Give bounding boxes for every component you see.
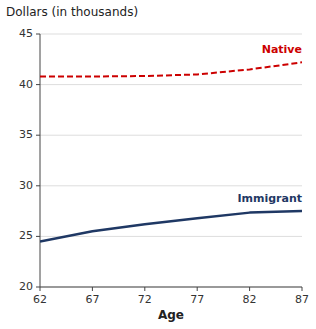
series-label: Immigrant [237,192,302,205]
x-axis-label: Age [158,308,184,322]
y-axis-line [40,34,41,287]
grid-line [40,84,302,85]
x-tick [144,287,145,291]
series-label: Native [262,43,302,56]
x-tick-label: 82 [243,293,257,306]
x-tick [302,287,303,291]
y-tick [36,84,40,85]
y-tick [36,135,40,136]
chart: 20 25 30 35 40 45 62 67 72 77 82 87 Native Immigrant A… [0,0,316,329]
x-tick [40,287,41,291]
y-tick [36,287,40,288]
series-group [40,62,302,241]
x-axis-line [40,287,302,288]
y-tick [36,236,40,237]
series-line [40,62,302,76]
y-tick-label: 35 [19,128,33,141]
y-tick-label: 40 [19,78,33,91]
y-tick-label: 45 [19,27,33,40]
y-tick [36,185,40,186]
grid-line [40,236,302,237]
grid [40,34,302,287]
y-tick-label: 30 [19,179,33,192]
grid-line [40,185,302,186]
grid-line [40,287,302,288]
x-tick [92,287,93,291]
x-tick [197,287,198,291]
grid-line [40,34,302,35]
y-tick [36,34,40,35]
x-tick [249,287,250,291]
x-tick-label: 87 [295,293,309,306]
x-tick-label: 77 [190,293,204,306]
x-tick-label: 72 [138,293,152,306]
chart-container: 20 25 30 35 40 45 62 67 72 77 82 87 Native Immigrant A… [0,0,316,329]
y-tick-label: 20 [19,280,33,293]
x-tick-label: 67 [85,293,99,306]
y-tick-label: 25 [19,229,33,242]
y-axis-label: Dollars (in thousands) [6,5,138,19]
grid-line [40,135,302,136]
series-line [40,211,302,241]
x-tick-label: 62 [33,293,47,306]
